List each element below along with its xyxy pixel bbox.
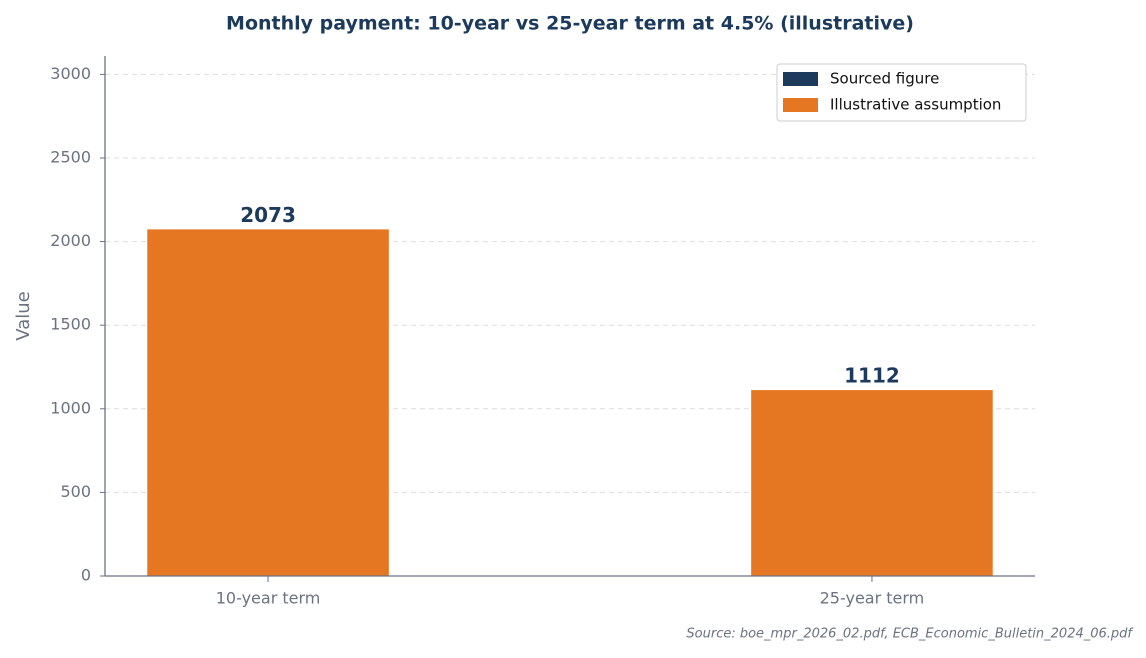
- x-tick-label: 25-year term: [820, 589, 925, 608]
- bar: [147, 229, 389, 576]
- x-tick-label: 10-year term: [216, 589, 321, 608]
- y-axis-label: Value: [13, 291, 34, 340]
- legend-swatch: [783, 72, 818, 86]
- legend-label: Sourced figure: [830, 70, 939, 88]
- y-tick-label: 500: [60, 482, 91, 501]
- value-label: 2073: [240, 203, 296, 227]
- legend-label: Illustrative assumption: [830, 96, 1001, 114]
- y-tick-label: 1000: [50, 398, 91, 417]
- legend-swatch: [783, 98, 818, 112]
- y-tick-label: 0: [81, 566, 91, 585]
- legend-box: [776, 63, 1027, 122]
- y-tick-label: 1500: [50, 315, 91, 334]
- y-tick-label: 2500: [50, 147, 91, 166]
- source-note: Source: boe_mpr_2026_02.pdf, ECB_Economi…: [686, 627, 1134, 642]
- chart-title: Monthly payment: 10-year vs 25-year term…: [226, 13, 914, 35]
- y-tick-label: 3000: [50, 64, 91, 83]
- y-tick-label: 2000: [50, 231, 91, 250]
- value-label: 1112: [844, 364, 900, 388]
- bar: [751, 390, 993, 576]
